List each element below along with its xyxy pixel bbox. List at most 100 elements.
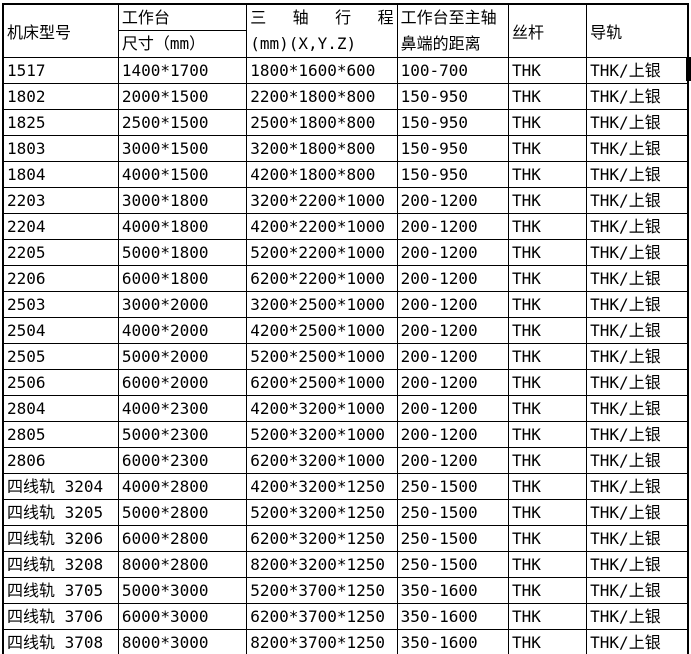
cell-value: 4000*1500 xyxy=(121,165,209,184)
cell-value: 2203 xyxy=(7,191,46,210)
cell-value: 2805 xyxy=(7,425,46,444)
cell-value: 4200*2200*1000 xyxy=(250,217,386,236)
cell-value: THK xyxy=(511,113,541,132)
cell-model: 四线轨 3208 xyxy=(2,551,119,578)
cell-spindle-distance: 200-1200 xyxy=(396,317,509,344)
cell-axis-travel: 1800*1600*600 xyxy=(246,57,398,84)
cell-value: 5200*3200*1250 xyxy=(250,503,386,522)
table-row: 四线轨 3208 8000*2800 8200*3200*1250 250-1500 T… xyxy=(2,551,689,578)
cell-model: 四线轨 3708 xyxy=(2,629,119,654)
cell-spindle-distance: 350-1600 xyxy=(396,603,509,630)
cell-screw: THK xyxy=(507,395,588,422)
cell-value: 150-950 xyxy=(400,113,469,132)
cell-value: THK xyxy=(511,555,541,574)
cell-value: 2206 xyxy=(7,269,46,288)
table-row: 2503 3000*2000 3200*2500*1000 200-1200 THK TH… xyxy=(2,291,689,318)
cell-spindle-distance: 250-1500 xyxy=(396,473,509,500)
cell-screw: THK xyxy=(507,239,588,266)
cell-axis-travel: 6200*2200*1000 xyxy=(246,265,398,292)
cell-value: 8000*3000 xyxy=(121,633,209,652)
cell-screw: THK xyxy=(507,603,588,630)
cell-value: THK/上银 xyxy=(590,581,661,600)
cell-value: THK/上银 xyxy=(590,191,661,210)
cell-screw: THK xyxy=(507,551,588,578)
cell-value: 150-950 xyxy=(400,165,469,184)
cell-value: 6000*2000 xyxy=(121,373,209,392)
cell-value: 5200*3200*1000 xyxy=(250,425,386,444)
cell-model: 四线轨 3205 xyxy=(2,499,119,526)
cell-screw: THK xyxy=(507,187,588,214)
cell-value: 2806 xyxy=(7,451,46,470)
table-row: 2203 3000*1800 3200*2200*1000 200-1200 THK TH… xyxy=(2,187,689,214)
cell-spindle-distance: 200-1200 xyxy=(396,187,509,214)
cell-value: 1804 xyxy=(7,165,46,184)
cell-model: 四线轨 3204 xyxy=(2,473,119,500)
cell-value: 200-1200 xyxy=(400,347,478,366)
cell-model: 2805 xyxy=(2,421,119,448)
cell-value: 1400*1700 xyxy=(121,61,209,80)
cell-value: 4000*2800 xyxy=(121,477,209,496)
cell-value: 2000*1500 xyxy=(121,87,209,106)
cell-value: 5000*2000 xyxy=(121,347,209,366)
cell-value: THK xyxy=(511,373,541,392)
cell-value: THK/上银 xyxy=(590,295,661,314)
cell-worktable-size: 3000*1500 xyxy=(117,135,248,162)
cell-value: THK/上银 xyxy=(590,139,661,158)
cell-rail: THK/上银 xyxy=(586,395,689,422)
table-row: 1803 3000*1500 3200*1800*800 150-950 THK THK/… xyxy=(2,135,689,162)
col-header-spindle-distance: 工作台至主轴 鼻端的距离 xyxy=(396,3,509,58)
cell-value: 2500*1800*800 xyxy=(250,113,376,132)
cell-value: 200-1200 xyxy=(400,269,478,288)
cell-value: 3200*2200*1000 xyxy=(250,191,386,210)
table-header: 机床型号 工作台 尺寸（mm） 三 轴 行 程 (mm)(X,Y.Z) 工作台至… xyxy=(2,3,689,58)
cell-value: 200-1200 xyxy=(400,243,478,262)
cell-value: THK/上银 xyxy=(590,269,661,288)
cell-value: 4000*2000 xyxy=(121,321,209,340)
cell-rail: THK/上银 xyxy=(586,239,689,266)
cell-value: 4000*1800 xyxy=(121,217,209,236)
cell-value: THK xyxy=(511,399,541,418)
table-row: 2804 4000*2300 4200*3200*1000 200-1200 THK TH… xyxy=(2,395,689,422)
cell-axis-travel: 4200*3200*1250 xyxy=(246,473,398,500)
cell-axis-travel: 8200*3200*1250 xyxy=(246,551,398,578)
cell-value: 200-1200 xyxy=(400,451,478,470)
cell-value: 200-1200 xyxy=(400,295,478,314)
cell-rail: THK/上银 xyxy=(586,161,689,188)
cell-value: 4000*2300 xyxy=(121,399,209,418)
cell-axis-travel: 4200*3200*1000 xyxy=(246,395,398,422)
cell-rail: THK/上银 xyxy=(586,57,689,84)
cell-worktable-size: 2000*1500 xyxy=(117,83,248,110)
cell-worktable-size: 5000*2000 xyxy=(117,343,248,370)
cell-axis-travel: 8200*3700*1250 xyxy=(246,629,398,654)
cell-screw: THK xyxy=(507,473,588,500)
cell-value: 3000*1800 xyxy=(121,191,209,210)
cell-value: 6200*3700*1250 xyxy=(250,607,386,626)
cell-value: 200-1200 xyxy=(400,425,478,444)
cell-screw: THK xyxy=(507,629,588,654)
cell-screw: THK xyxy=(507,161,588,188)
cell-axis-travel: 2200*1800*800 xyxy=(246,83,398,110)
cell-value: THK/上银 xyxy=(590,399,661,418)
cell-worktable-size: 3000*2000 xyxy=(117,291,248,318)
cell-worktable-size: 4000*2300 xyxy=(117,395,248,422)
cell-value: 250-1500 xyxy=(400,529,478,548)
table-row: 1804 4000*1500 4200*1800*800 150-950 THK THK/… xyxy=(2,161,689,188)
col-header-worktable-size: 工作台 尺寸（mm） xyxy=(117,3,248,58)
cell-spindle-distance: 250-1500 xyxy=(396,525,509,552)
cell-rail: THK/上银 xyxy=(586,551,689,578)
cell-value: 四线轨 3705 xyxy=(7,581,104,600)
cell-value: 四线轨 3208 xyxy=(7,555,104,574)
cell-model: 四线轨 3206 xyxy=(2,525,119,552)
col-header-worktable-line1: 工作台 xyxy=(119,5,246,31)
cell-worktable-size: 6000*3000 xyxy=(117,603,248,630)
cell-rail: THK/上银 xyxy=(586,447,689,474)
cell-screw: THK xyxy=(507,109,588,136)
cell-value: 8000*2800 xyxy=(121,555,209,574)
cell-value: 4200*2500*1000 xyxy=(250,321,386,340)
cell-worktable-size: 5000*3000 xyxy=(117,577,248,604)
cell-rail: THK/上银 xyxy=(586,83,689,110)
cell-model: 四线轨 3706 xyxy=(2,603,119,630)
cell-value: 8200*3700*1250 xyxy=(250,633,386,652)
cell-value: THK xyxy=(511,295,541,314)
cell-value: 6000*2800 xyxy=(121,529,209,548)
